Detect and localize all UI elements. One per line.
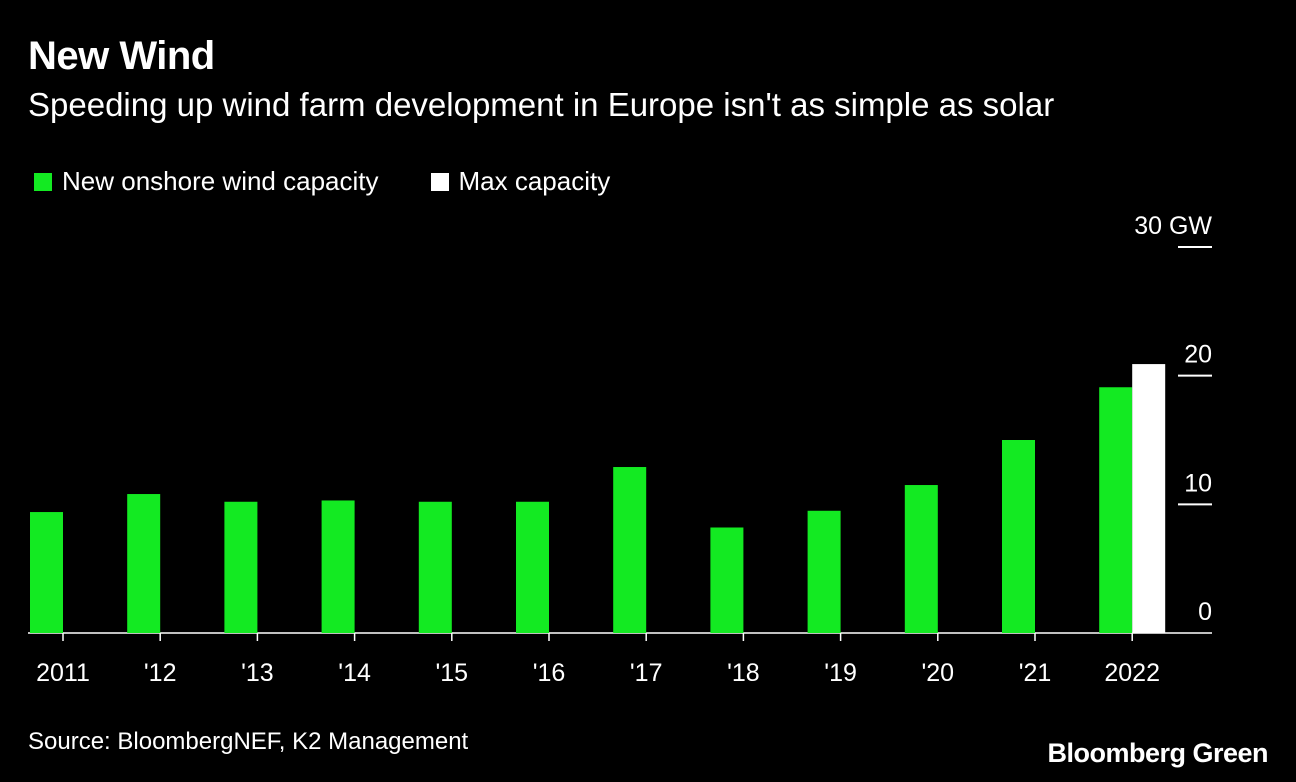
legend-item-onshore: New onshore wind capacity	[34, 166, 379, 197]
bar-onshore-capacity	[516, 501, 549, 633]
legend-swatch-max	[430, 172, 449, 191]
x-tick-label: '16	[533, 659, 566, 687]
x-tick-label: 2011	[36, 659, 90, 687]
bar-onshore-capacity	[613, 467, 647, 633]
y-tick-label: 30 GW	[1134, 212, 1212, 240]
y-tick-label: 20	[1184, 341, 1212, 369]
legend-label-onshore: New onshore wind capacity	[62, 166, 379, 196]
x-tick-label: '12	[144, 659, 177, 687]
bar-onshore-capacity	[224, 501, 258, 633]
legend-item-max: Max capacity	[430, 166, 611, 197]
x-tick-label: '17	[630, 659, 663, 687]
x-tick-label: '18	[727, 659, 760, 687]
legend-label-max: Max capacity	[458, 166, 611, 196]
x-tick-label: '21	[1019, 659, 1052, 687]
y-tick-label: 0	[1198, 598, 1212, 626]
bar-onshore-capacity	[710, 527, 744, 633]
x-tick-label: 2022	[1104, 659, 1160, 687]
bar-onshore-capacity	[127, 494, 161, 633]
source-note: Source: BloombergNEF, K2 Management	[28, 728, 469, 755]
x-tick-label: '19	[824, 659, 857, 687]
bar-onshore-capacity	[30, 512, 63, 633]
x-tick-label: '14	[338, 659, 371, 687]
chart-title: New Wind	[28, 34, 215, 78]
bar-max-capacity	[1132, 364, 1166, 633]
chart-subtitle: Speeding up wind farm development in Eur…	[28, 86, 1055, 123]
bar-onshore-capacity	[418, 501, 452, 633]
bar-onshore-capacity	[807, 510, 841, 633]
brand-logo: Bloomberg Green	[1047, 738, 1268, 768]
bar-onshore-capacity	[321, 500, 355, 633]
legend-swatch-onshore	[34, 172, 52, 191]
bar-onshore-capacity	[904, 485, 938, 633]
bar-onshore-capacity	[1099, 387, 1133, 633]
y-tick-label: 10	[1184, 469, 1212, 497]
legend: New onshore wind capacity Max capacity	[34, 166, 662, 197]
x-tick-label: '13	[241, 659, 274, 687]
bar-onshore-capacity	[1002, 440, 1035, 633]
x-tick-label: '20	[922, 659, 955, 687]
x-tick-label: '15	[436, 659, 469, 687]
